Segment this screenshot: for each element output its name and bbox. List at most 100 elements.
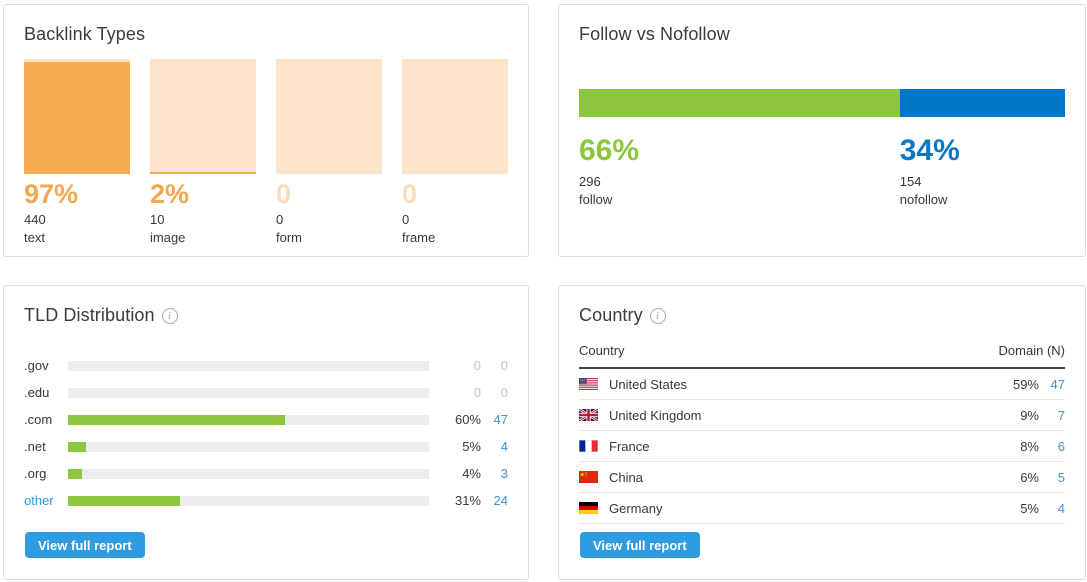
tld-distribution-title: TLD Distribution i [24,305,508,326]
nofollow-count: 154 [899,174,922,189]
follow-percent: 66% [579,134,640,167]
country-count-link[interactable]: 7 [1057,407,1065,423]
backlink-bar-text: 97% 440 text [24,59,130,246]
country-view-full-report-button[interactable]: View full report [580,532,700,558]
tld-percent: 0 [473,385,481,400]
tld-label: .net [24,439,46,454]
country-row-united-kingdom: United Kingdom 9% 7 [579,400,1065,431]
tld-count: 0 [500,385,508,400]
tld-percent: 4% [462,466,481,481]
tld-percent: 0 [473,358,481,373]
bar-label: frame [402,229,436,245]
tld-other-link[interactable]: other [24,493,54,508]
backlink-bar-frame: 0 0 frame [402,59,508,246]
follow-count: 296 [579,174,601,189]
tld-count-link[interactable]: 3 [500,466,508,481]
backlink-types-title: Backlink Types [24,24,146,44]
tld-bar-track [68,387,429,398]
country-name: China [609,469,643,485]
country-name: France [609,438,650,454]
tld-view-full-report-button[interactable]: View full report [25,532,145,558]
country-count-link[interactable]: 6 [1057,438,1065,454]
backlink-bar-image: 2% 10 image [150,59,256,246]
country-table: United States 59% 47 United Kingdom 9% 7 [579,369,1065,524]
bar-count: 10 [150,212,165,228]
tld-count-link[interactable]: 24 [493,493,508,508]
follow-nofollow-stacked-bar [579,89,1065,117]
country-name: Germany [609,500,663,516]
nofollow-percent: 34% [899,134,960,167]
tld-bar-track [68,495,429,506]
tld-bar-track [68,441,429,452]
tld-percent: 31% [454,493,481,508]
country-count-link[interactable]: 5 [1057,469,1065,485]
country-count-link[interactable]: 4 [1057,500,1065,516]
tld-row-gov: .gov 0 0 [24,352,508,379]
backlink-types-chart: 97% 440 text 2% 10 image 0 0 form 0 0 fr… [24,59,508,246]
country-name: United Kingdom [609,407,702,423]
nofollow-stat: 34% 154 nofollow [900,134,960,208]
tld-label: .org [24,466,47,481]
bar-percent: 97% [24,179,79,209]
country-name: United States [609,376,688,392]
tld-bar-track [68,360,429,371]
tld-percent: 5% [462,439,481,454]
tld-count: 0 [500,358,508,373]
tld-row-net: .net 5% 4 [24,433,508,460]
country-percent: 59% [1012,376,1039,392]
country-title: Country i [579,305,1065,326]
bar-label: image [150,229,186,245]
backlink-types-panel: Backlink Types 97% 440 text 2% 10 image … [3,4,529,257]
country-table-header: Country Domain (N) [579,343,1065,369]
follow-segment [579,89,900,117]
country-count-link[interactable]: 47 [1050,376,1065,392]
us-flag-icon [579,378,598,390]
tld-count-link[interactable]: 47 [493,412,508,427]
bar-fill [150,171,256,174]
bar-track [150,59,256,174]
tld-bar-fill [68,495,180,506]
bar-track [24,59,130,174]
tld-bar-fill [68,468,83,479]
info-icon[interactable]: i [649,308,666,324]
tld-row-edu: .edu 0 0 [24,379,508,406]
bar-percent: 0 [402,179,418,209]
tld-row-org: .org 4% 3 [24,460,508,487]
fr-flag-icon [579,440,598,452]
bar-percent: 0 [276,179,292,209]
tld-count-link[interactable]: 4 [500,439,508,454]
nofollow-label: nofollow [899,191,948,207]
bar-track [402,59,508,174]
cn-flag-icon [579,471,598,483]
tld-bar-track [68,468,429,479]
follow-stat: 66% 296 follow [579,134,639,208]
bar-percent: 2% [150,179,190,209]
country-row-germany: Germany 5% 4 [579,493,1065,524]
tld-bar-fill [68,414,285,425]
tld-percent: 60% [454,412,481,427]
tld-title-text: TLD Distribution [24,305,155,325]
uk-flag-icon [579,409,598,421]
bar-track [276,59,382,174]
follow-nofollow-panel: Follow vs Nofollow 66% 296 follow 34% 15… [558,4,1086,257]
country-percent: 6% [1020,469,1039,485]
backlink-bar-form: 0 0 form [276,59,382,246]
country-column-header: Country [579,343,625,358]
country-row-united-states: United States 59% 47 [579,369,1065,400]
follow-nofollow-title: Follow vs Nofollow [579,24,730,44]
bar-label: form [276,229,302,245]
country-row-france: France 8% 6 [579,431,1065,462]
bar-count: 0 [276,212,284,228]
country-percent: 9% [1020,407,1039,423]
tld-bar-track [68,414,429,425]
tld-label: .edu [24,385,50,400]
tld-distribution-panel: TLD Distribution i .gov 0 0 .edu 0 0 .com… [3,285,529,580]
info-icon[interactable]: i [161,308,178,324]
tld-label: .gov [24,358,49,373]
follow-nofollow-stats: 66% 296 follow 34% 154 nofollow [579,134,1065,229]
country-panel: Country i Country Domain (N) United State… [558,285,1086,580]
tld-chart: .gov 0 0 .edu 0 0 .com 60% 47 .net 5% [24,352,508,514]
bar-count: 440 [24,212,46,228]
tld-row-com: .com 60% 47 [24,406,508,433]
